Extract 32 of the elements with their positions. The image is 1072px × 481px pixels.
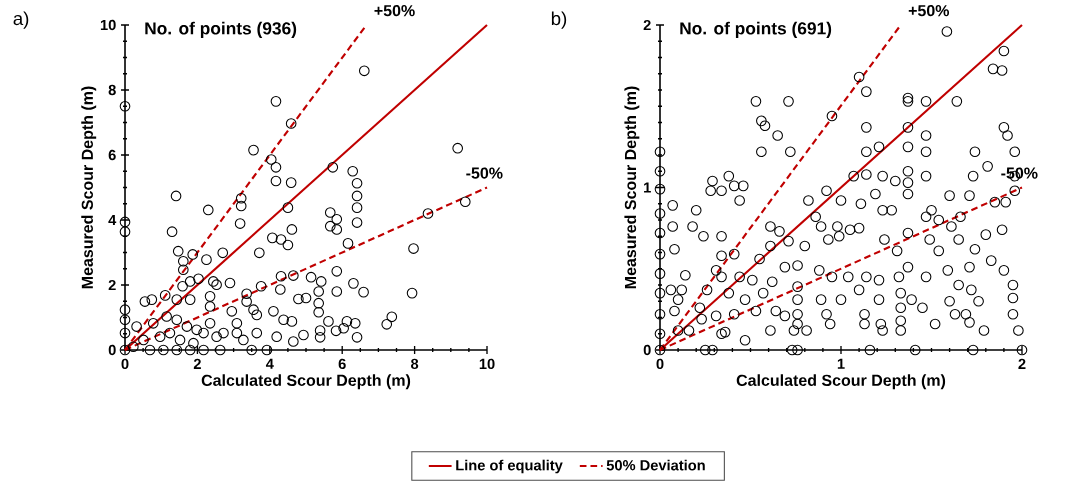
annotation: No. of points (936) <box>145 21 297 38</box>
y-tick-label: 1 <box>644 182 651 193</box>
x-tick-label: 4 <box>265 358 274 369</box>
x-tick-label: 10 <box>479 358 495 370</box>
y-tick-label: 2 <box>108 279 116 291</box>
annotation: -50% <box>1001 167 1038 179</box>
x-tick-label: 2 <box>1018 358 1026 369</box>
annotation: -50% <box>466 167 503 179</box>
y-tick-label: 10 <box>100 19 116 31</box>
x-tick-label: 2 <box>193 358 201 369</box>
y-tick-label: 0 <box>643 344 651 356</box>
text: a) <box>13 11 29 29</box>
y-axis-title: Measured Scour Depth (m) <box>81 86 97 289</box>
text: b) <box>551 11 567 29</box>
y-axis-title: Measured Scour Depth (m) <box>624 86 640 289</box>
annotation: +50% <box>908 4 950 17</box>
y-tick-label: 2 <box>643 19 651 31</box>
y-tick-label: 4 <box>108 214 117 226</box>
x-tick-label: 6 <box>338 358 346 370</box>
y-tick-label: 0 <box>108 344 116 356</box>
y-tick-label: 8 <box>108 84 116 96</box>
x-axis-title: Calculated Scour Depth (m) <box>736 374 946 390</box>
legend-label: Line of equality <box>456 459 563 474</box>
y-tick-label: 6 <box>108 149 116 161</box>
x-tick-label: 1 <box>837 358 845 369</box>
annotation: +50% <box>374 4 415 17</box>
annotation: No. of points (691) <box>680 21 832 38</box>
x-tick-label: 0 <box>121 358 129 370</box>
x-axis-title: Calculated Scour Depth (m) <box>201 374 411 390</box>
x-tick-label: 0 <box>656 358 664 370</box>
x-tick-label: 8 <box>410 358 419 370</box>
legend-label: 50% Deviation <box>606 459 705 471</box>
